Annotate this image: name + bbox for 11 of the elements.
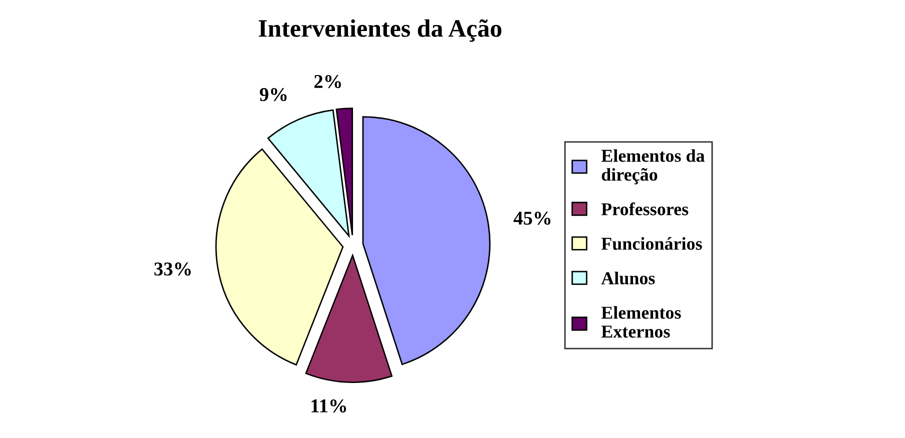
data-label: 45% bbox=[514, 212, 550, 225]
data-label: 2% bbox=[314, 74, 341, 88]
chart-title: Intervenientes da Ação bbox=[258, 19, 502, 42]
legend-label: Professores bbox=[601, 202, 688, 216]
data-label: 11% bbox=[312, 399, 346, 413]
data-label: 9% bbox=[260, 88, 287, 102]
legend-label: Elementos da direção bbox=[601, 149, 705, 184]
legend-label: Alunos bbox=[601, 272, 655, 284]
legend-label: Elementos Externos bbox=[601, 306, 681, 338]
data-label: 33% bbox=[154, 262, 191, 276]
legend-label: Funcionários bbox=[601, 237, 702, 250]
